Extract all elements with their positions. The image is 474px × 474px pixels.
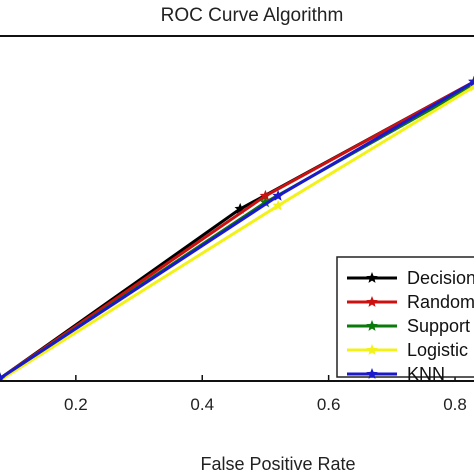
series-marker-knn-2 (468, 75, 474, 87)
legend-label-logistic: Logistic (407, 340, 468, 360)
legend-label-knn: KNN (407, 364, 445, 384)
series-marker-logistic-1 (272, 199, 284, 211)
chart-title: ROC Curve Algorithm (161, 5, 344, 26)
series-marker-knn-0 (0, 372, 6, 380)
x-tick-label-1: 0.4 (190, 395, 214, 414)
x-tick-label-0: 0.2 (64, 395, 88, 414)
legend-entries: Decision Random Support Logistic KNN (347, 268, 474, 384)
series-layer (0, 75, 474, 380)
x-axis-ticks: 0.2 0.4 0.6 0.8 (64, 375, 467, 414)
legend-marker-decision (366, 272, 378, 283)
legend: Decision Random Support Logistic KNN (336, 256, 474, 384)
legend-marker-logistic (366, 344, 378, 355)
x-tick-label-3: 0.8 (443, 395, 467, 414)
legend-marker-random (366, 296, 378, 307)
legend-marker-knn (366, 368, 378, 379)
series-marker-support-1 (259, 196, 272, 208)
legend-label-decision: Decision (407, 268, 474, 288)
legend-marker-support (366, 320, 378, 331)
x-tick-label-2: 0.6 (317, 395, 341, 414)
series-marker-random-1 (259, 189, 272, 201)
legend-label-random: Random (407, 292, 474, 312)
series-marker-decision-1 (234, 202, 246, 214)
series-marker-knn-1 (272, 189, 284, 201)
legend-label-support: Support (407, 316, 470, 336)
x-axis-label: False Positive Rate (200, 454, 355, 474)
